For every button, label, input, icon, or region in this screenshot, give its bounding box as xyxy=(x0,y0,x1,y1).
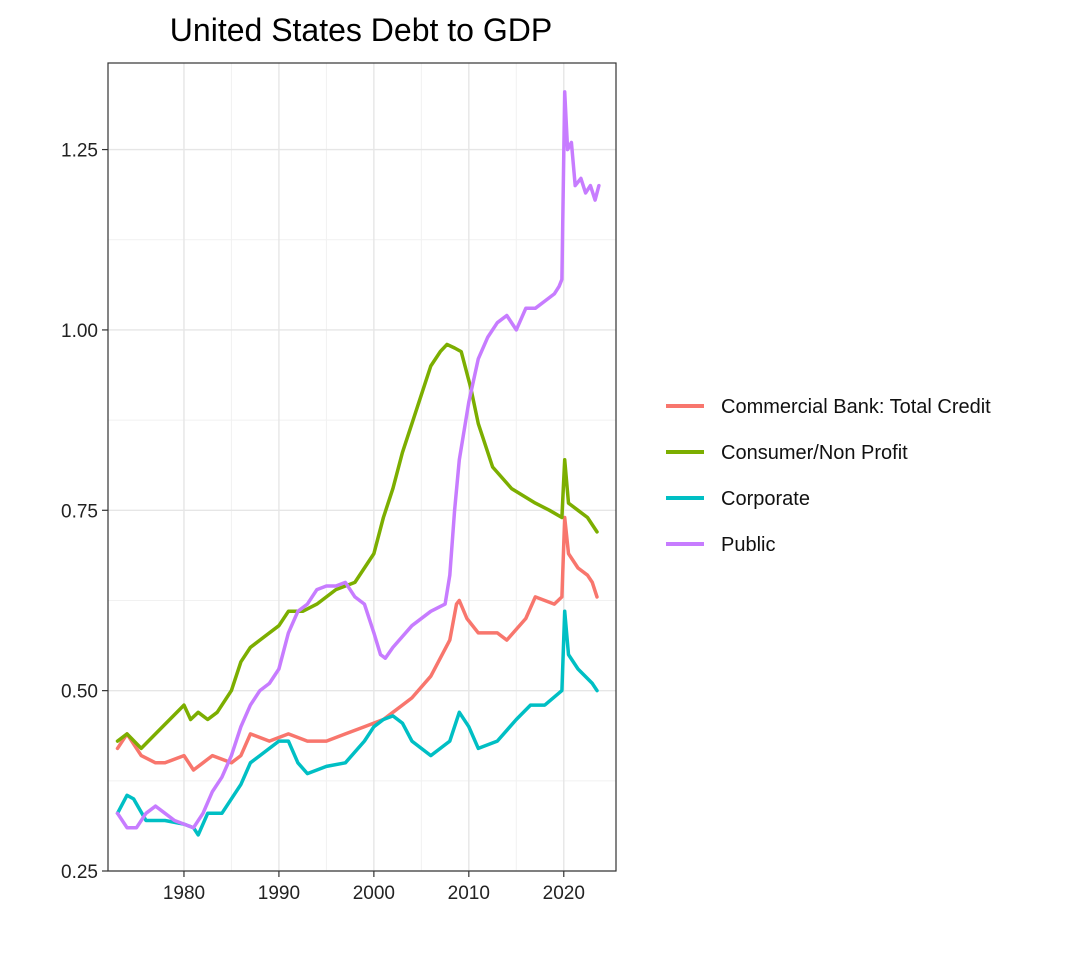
plot-lines xyxy=(115,90,601,837)
x-tick-label: 2000 xyxy=(353,883,395,904)
y-tick-label: 0.50 xyxy=(61,682,98,703)
y-tick-label: 1.25 xyxy=(61,141,98,162)
legend-label-0: Commercial Bank: Total Credit xyxy=(721,396,991,418)
y-tick-label: 1.00 xyxy=(61,321,98,342)
legend: Commercial Bank: Total Credit Consumer/No… xyxy=(666,396,991,556)
legend-label-2: Corporate xyxy=(721,488,810,510)
legend-label-3: Public xyxy=(721,534,775,556)
x-tick-label: 1980 xyxy=(163,883,205,904)
plot-grid xyxy=(108,63,616,872)
series-line-3 xyxy=(115,90,601,830)
legend-label-1: Consumer/Non Profit xyxy=(721,442,908,464)
series-line-2 xyxy=(115,609,599,837)
y-tick-label: 0.75 xyxy=(61,501,98,522)
axis-ticks: 0.25 0.50 0.75 1.00 1.25 1980 1990 2000 2010 2020 xyxy=(61,141,585,904)
series-line-1 xyxy=(115,342,599,751)
x-tick-label: 1990 xyxy=(258,883,300,904)
x-tick-label: 2010 xyxy=(448,883,490,904)
x-tick-label: 2020 xyxy=(543,883,585,904)
chart-title: United States Debt to GDP xyxy=(170,12,552,48)
series-line-0 xyxy=(115,515,599,772)
y-tick-label: 0.25 xyxy=(61,862,98,883)
plot-border xyxy=(107,62,617,872)
